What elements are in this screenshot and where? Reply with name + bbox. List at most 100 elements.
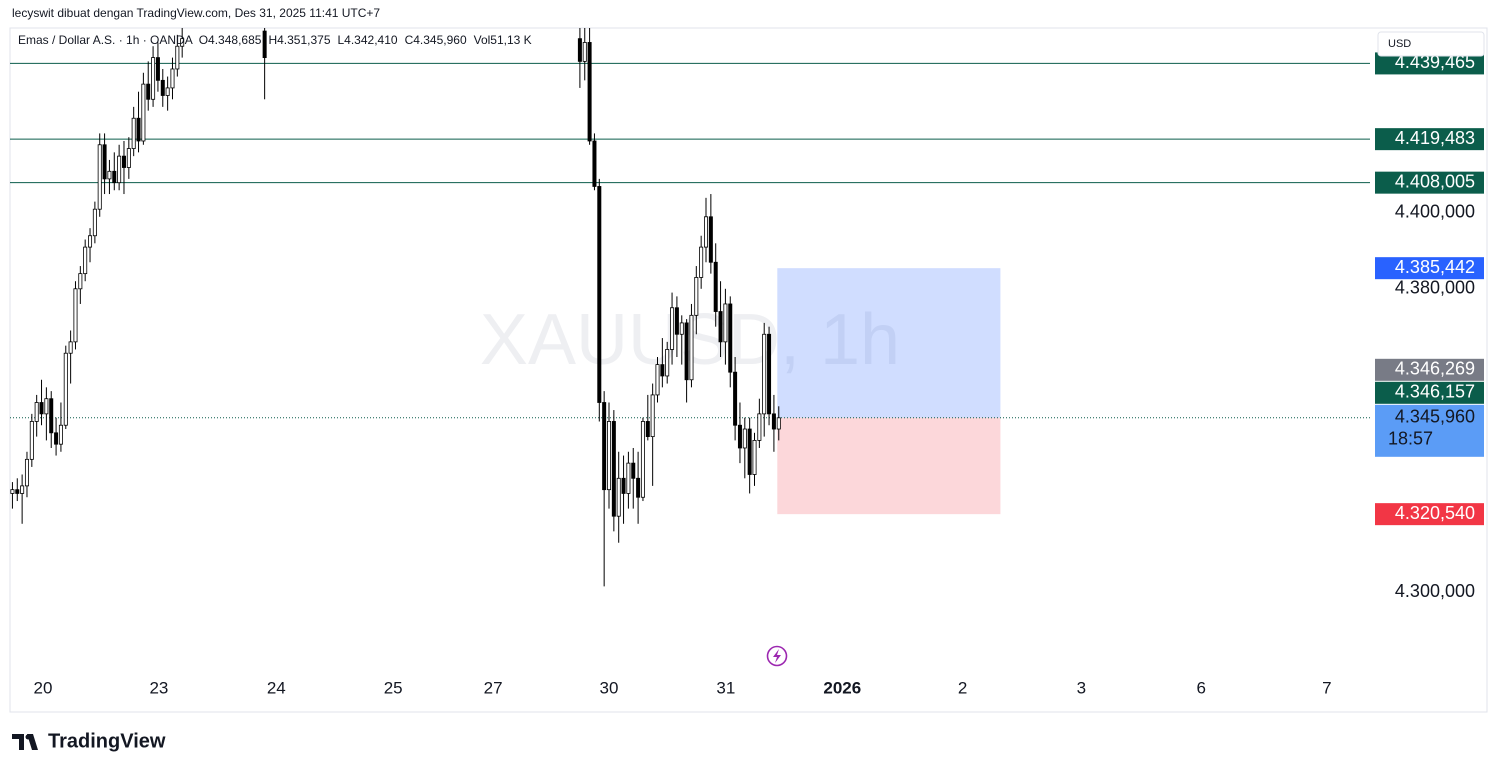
legend-value: O4.348,685	[199, 33, 262, 47]
candle-body	[88, 235, 93, 248]
candle-body	[155, 57, 160, 81]
candle-body	[68, 341, 73, 354]
countdown: 18:57	[1388, 429, 1433, 449]
y-tick-label: 4.400,000	[1395, 202, 1475, 222]
candle-body	[151, 57, 156, 100]
candle-body	[146, 83, 151, 100]
candle-body	[762, 333, 767, 415]
symbol: Emas / Dollar A.S. · 1h · OANDA	[18, 33, 193, 47]
position-target-zone	[777, 268, 1001, 418]
candle-body	[660, 364, 665, 377]
price-tag	[1375, 503, 1484, 526]
x-tick-label: 7	[1322, 678, 1331, 697]
candle-body	[54, 432, 59, 445]
price-tag	[1375, 171, 1484, 194]
candle-body	[136, 117, 141, 142]
price-tag-label: 4.408,005	[1395, 171, 1475, 191]
price-tag-label: 4.346,269	[1395, 359, 1475, 379]
candle-body	[631, 462, 636, 479]
candle-body	[708, 216, 713, 263]
candle-body	[97, 144, 102, 210]
candle-body	[621, 477, 626, 494]
price-tag-label: 4.385,442	[1395, 257, 1475, 277]
candle-body	[767, 333, 772, 415]
price-tag-label: 4.419,483	[1395, 128, 1475, 148]
candle-body	[587, 42, 592, 142]
position-stop-zone	[777, 417, 1001, 515]
price-tag	[1375, 257, 1484, 280]
x-tick-label: 6	[1196, 678, 1205, 697]
brand-logo	[12, 734, 38, 750]
price-tag	[1375, 128, 1484, 151]
candle-body	[645, 421, 650, 438]
candle-body	[626, 462, 631, 494]
x-tick-label: 24	[267, 678, 286, 697]
candle-body	[49, 398, 54, 434]
attribution: lecyswit dibuat dengan TradingView.com, …	[12, 6, 380, 20]
x-tick-label: 3	[1077, 678, 1086, 697]
candle-body	[742, 428, 747, 449]
price-tag-label: 4.345,960	[1395, 407, 1475, 427]
candle-body	[126, 148, 131, 168]
currency[interactable]: USD	[1388, 38, 1411, 50]
candle-body	[670, 307, 675, 350]
candle-body	[757, 413, 762, 441]
candle-body	[650, 394, 655, 438]
lightning-icon[interactable]	[766, 645, 788, 667]
candle-body	[655, 364, 660, 396]
chart-frame	[9, 27, 1488, 713]
price-tag-label: 4.439,465	[1395, 52, 1475, 72]
candle-body	[131, 117, 136, 149]
candle-body	[165, 87, 170, 96]
candle-body	[121, 155, 126, 168]
candle-body	[107, 170, 112, 180]
candle-body	[39, 402, 44, 415]
candle-body	[92, 208, 97, 237]
candle-body	[737, 424, 742, 449]
x-tick-label: 2026	[823, 678, 861, 697]
candle-body	[636, 477, 641, 498]
candle-body	[704, 216, 709, 248]
x-tick-label: 31	[716, 678, 735, 697]
legend: Emas / Dollar A.S. · 1h · OANDA O4.348,6…	[18, 33, 532, 47]
candle-body	[679, 322, 684, 335]
candle-body	[141, 83, 146, 142]
candle-body	[602, 402, 607, 491]
price-tag-label: 4.320,540	[1395, 503, 1475, 523]
candle-body	[10, 489, 15, 494]
legend-value: H4.351,375	[268, 33, 330, 47]
candle-body	[728, 303, 733, 373]
y-tick-label: 4.300,000	[1395, 581, 1475, 601]
candle-body	[597, 186, 602, 403]
candle-body	[73, 288, 78, 343]
candle-body	[616, 477, 621, 517]
candle-body	[20, 485, 25, 494]
x-tick-label: 25	[384, 678, 403, 697]
candle-body	[180, 38, 185, 47]
x-tick-label: 30	[600, 678, 619, 697]
price-tag	[1375, 381, 1484, 404]
candle-body	[689, 314, 694, 381]
candle-body	[117, 155, 122, 184]
overlay: 4.439,465 4.419,483 4.408,005 4.385,442 4.32…	[1375, 52, 1484, 526]
candle-body	[665, 349, 670, 377]
candle-body	[63, 352, 68, 426]
candle-body	[674, 307, 679, 335]
candle-body	[718, 311, 723, 343]
brand: TradingView	[48, 730, 166, 752]
candle-body	[44, 398, 49, 415]
candle-body	[24, 458, 29, 487]
currency-button[interactable]	[1377, 31, 1485, 57]
price-tag-label: 4.346,157	[1395, 382, 1475, 402]
candle-body	[83, 246, 88, 275]
candle-body	[15, 489, 20, 494]
y-tick-label: 4.380,000	[1395, 278, 1475, 298]
legend-value: L4.342,410	[338, 33, 398, 47]
candle-body	[592, 140, 597, 187]
candle-body	[29, 421, 34, 460]
candle-body	[723, 303, 728, 343]
candle-body	[771, 413, 776, 430]
candle-body	[160, 79, 165, 96]
candle-body	[170, 68, 175, 89]
